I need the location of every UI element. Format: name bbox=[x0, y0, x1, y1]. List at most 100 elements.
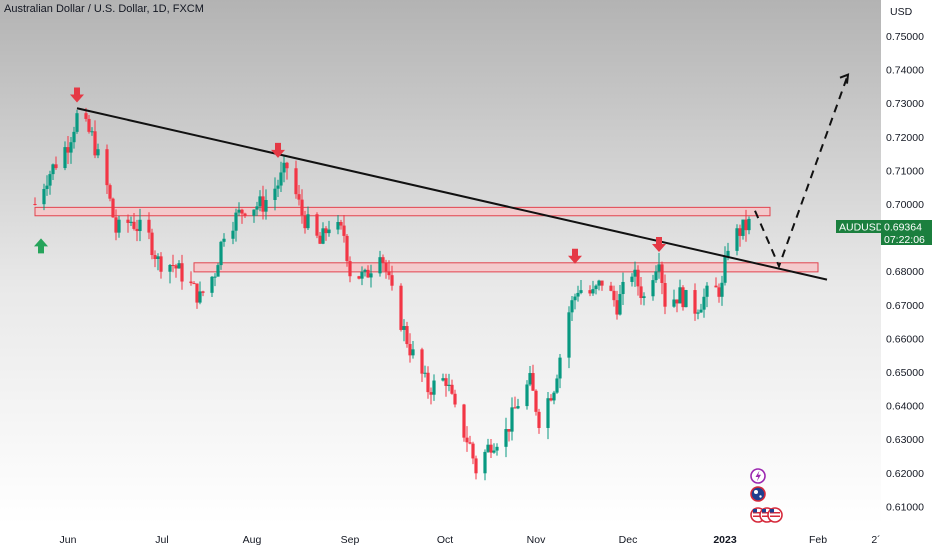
candle-up bbox=[555, 374, 559, 394]
candle-down bbox=[420, 347, 424, 382]
candle-up bbox=[258, 190, 262, 212]
price-tick-label: 0.66000 bbox=[886, 333, 924, 345]
us-flag-icon[interactable] bbox=[767, 507, 783, 523]
candle-up bbox=[255, 201, 259, 216]
candle-down bbox=[639, 277, 643, 305]
candle-up bbox=[570, 296, 574, 322]
candle-up bbox=[198, 281, 202, 305]
candle-down bbox=[387, 260, 391, 280]
candle-down bbox=[444, 373, 448, 397]
time-axis-background bbox=[0, 525, 881, 550]
event-icons[interactable] bbox=[750, 468, 783, 523]
candle-down bbox=[465, 426, 469, 452]
candle-down bbox=[192, 281, 196, 285]
price-tick-label: 0.73000 bbox=[886, 98, 924, 110]
candle-down bbox=[513, 396, 517, 409]
candle-down bbox=[381, 254, 385, 272]
candle-down bbox=[549, 394, 553, 402]
candle-up bbox=[567, 306, 571, 369]
candle-up bbox=[156, 253, 160, 271]
arrow-up-icon bbox=[34, 238, 48, 254]
candle-up bbox=[447, 373, 451, 392]
resistance-zone[interactable] bbox=[34, 206, 771, 217]
candle-down bbox=[534, 389, 538, 416]
candle-up bbox=[42, 183, 46, 211]
candle-up bbox=[699, 303, 703, 313]
candle-up bbox=[657, 252, 661, 279]
candle-down bbox=[189, 271, 193, 286]
descending-trendline[interactable] bbox=[76, 107, 828, 281]
dividend-lightning-icon[interactable] bbox=[750, 468, 766, 484]
candle-up bbox=[213, 273, 217, 287]
candle-down bbox=[33, 197, 37, 206]
candle-up bbox=[735, 224, 739, 256]
candle-down bbox=[675, 299, 679, 313]
candle-down bbox=[315, 212, 319, 239]
candle-up bbox=[273, 177, 277, 211]
candle-up bbox=[210, 276, 214, 298]
candle-up bbox=[321, 222, 325, 245]
support-zone[interactable] bbox=[193, 262, 819, 273]
candle-up bbox=[216, 263, 220, 277]
candle-down bbox=[399, 283, 403, 332]
candle-down bbox=[345, 233, 349, 267]
price-tag bbox=[881, 220, 932, 245]
candle-up bbox=[684, 289, 688, 308]
candle-down bbox=[240, 208, 244, 224]
price-tick-label: 0.67000 bbox=[886, 300, 924, 312]
candle-up bbox=[630, 273, 634, 287]
candle-up bbox=[117, 215, 121, 238]
candle-up bbox=[516, 398, 520, 410]
last-price: 0.69364 bbox=[884, 222, 922, 234]
candle-down bbox=[384, 259, 388, 279]
candle-down bbox=[426, 366, 430, 399]
candle-down bbox=[126, 214, 130, 233]
arrow-down-icon bbox=[652, 237, 666, 252]
candle-down bbox=[87, 115, 91, 134]
candle-up bbox=[72, 126, 76, 149]
candle-up bbox=[90, 127, 94, 136]
candle-up bbox=[651, 274, 655, 301]
candle-down bbox=[171, 254, 175, 273]
candle-up bbox=[327, 220, 331, 237]
symbol-label: AUDUSD bbox=[839, 222, 884, 234]
candle-down bbox=[339, 219, 343, 230]
candle-down bbox=[681, 285, 685, 311]
candle-up bbox=[336, 214, 340, 235]
candle-down bbox=[180, 254, 184, 290]
bar-countdown: 07:22:06 bbox=[884, 234, 925, 246]
price-tick-label: 0.75000 bbox=[886, 31, 924, 43]
arrow-down-icon bbox=[271, 142, 285, 158]
candle-up bbox=[720, 275, 724, 306]
time-tick-label: Dec bbox=[619, 534, 638, 546]
candle-up bbox=[423, 365, 427, 378]
price-tick-label: 0.71000 bbox=[886, 165, 924, 177]
price-tick-label: 0.64000 bbox=[886, 401, 924, 413]
candle-up bbox=[558, 353, 562, 389]
zones-layer bbox=[34, 206, 819, 273]
candle-up bbox=[138, 208, 142, 242]
candle-down bbox=[717, 283, 721, 303]
candle-up bbox=[678, 279, 682, 304]
price-axis-background bbox=[881, 0, 932, 550]
candle-up bbox=[63, 141, 67, 171]
candle-down bbox=[462, 403, 466, 442]
candle-up bbox=[642, 292, 646, 306]
candle-up bbox=[492, 443, 496, 454]
candle-up bbox=[495, 443, 499, 456]
candle-down bbox=[471, 441, 475, 465]
candle-up bbox=[252, 209, 256, 223]
projection-path[interactable] bbox=[754, 74, 849, 269]
candle-down bbox=[135, 219, 139, 242]
australia-flag-icon[interactable] bbox=[750, 486, 766, 502]
candle-up bbox=[486, 438, 490, 454]
candle-up bbox=[579, 279, 583, 295]
time-axis[interactable]: Jun Jul Aug Sep Oct Nov Dec 2023 Feb 2´ bbox=[60, 534, 881, 546]
candle-down bbox=[738, 224, 742, 247]
price-tick-label: 0.74000 bbox=[886, 65, 924, 77]
candle-up bbox=[528, 366, 532, 387]
candle-down bbox=[453, 389, 457, 408]
candle-down bbox=[111, 197, 115, 218]
candle-down bbox=[468, 435, 472, 445]
